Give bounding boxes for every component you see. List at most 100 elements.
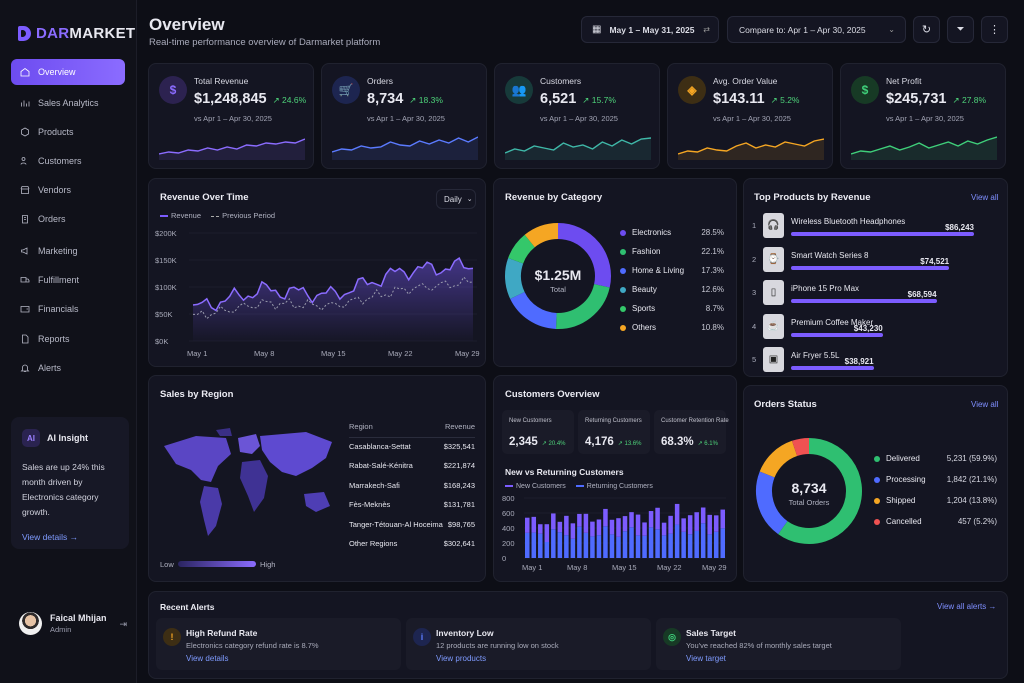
product-bar	[791, 232, 974, 236]
donut-slice-cancelled[interactable]	[791, 438, 810, 457]
refresh-button[interactable]: ↻	[913, 16, 940, 43]
sidebar-item-overview[interactable]: Overview	[11, 59, 125, 85]
map-legend-low: Low	[160, 560, 174, 569]
sidebar-item-alerts[interactable]: Alerts	[11, 355, 125, 381]
kpi-value-row: $1,248,845 ↗ 24.6%	[194, 91, 306, 107]
donut-slice-others[interactable]	[524, 223, 559, 248]
granularity-select[interactable]: Daily ⌄	[436, 189, 476, 209]
category-name: Others	[632, 323, 657, 332]
bar-returning	[648, 527, 654, 558]
brand-part2: MARKET	[69, 25, 136, 42]
users-icon: 👥	[505, 76, 533, 104]
kpi-card-customers[interactable]: 👥 Customers 6,521 ↗ 15.7% vs Apr 1 – Apr 30,…	[494, 63, 660, 169]
legend-dot	[874, 476, 880, 483]
calendar-icon: ▦	[592, 24, 602, 35]
region-name: Other Regions	[349, 539, 398, 548]
top-products-view-all[interactable]: View all	[971, 193, 999, 202]
compare-dropdown[interactable]: Compare to: Apr 1 – Apr 30, 2025 ⌄	[727, 16, 906, 43]
kpi-label: Total Revenue	[194, 76, 249, 86]
kpi-value-row: $245,731 ↗ 27.8%	[886, 91, 986, 107]
alert-title: Sales Target	[686, 628, 736, 638]
donut-slice-home-living[interactable]	[510, 291, 558, 329]
stat-label: Customer Retention Rate	[661, 418, 729, 424]
sidebar-item-orders[interactable]: Orders	[11, 206, 125, 232]
warning-icon: !	[163, 628, 181, 646]
bar-returning	[609, 534, 615, 558]
alert-item[interactable]: i Inventory Low 12 products are running lo…	[406, 618, 651, 670]
kpi-card-total-revenue[interactable]: $ Total Revenue $1,248,845 ↗ 24.6% vs Apr 1 …	[148, 63, 314, 169]
kpi-compare: vs Apr 1 – Apr 30, 2025	[540, 114, 618, 123]
sidebar-item-financials[interactable]: Financials	[11, 296, 125, 322]
product-row[interactable]: 4 ☕ Premium Coffee Maker $43,230	[752, 313, 1000, 341]
donut-slice-sports[interactable]	[508, 234, 536, 264]
logout-icon[interactable]: ⇥	[119, 619, 127, 629]
y-tick-label: 200	[502, 539, 515, 548]
alert-link[interactable]: View target	[686, 654, 726, 663]
product-row[interactable]: 3 ▯ iPhone 15 Pro Max $68,594	[752, 279, 1000, 307]
sidebar-item-vendors[interactable]: Vendors	[11, 177, 125, 203]
product-bar	[791, 265, 950, 270]
orders-status-view-all[interactable]: View all	[971, 400, 999, 409]
donut-slice-beauty[interactable]	[505, 258, 525, 299]
more-button[interactable]: ⋮	[981, 16, 1008, 43]
x-tick-label: May 29	[702, 563, 727, 572]
revenue-by-category-title: Revenue by Category	[505, 192, 603, 203]
user-profile[interactable]: Faical Mhijan Admin ⇥	[19, 612, 127, 635]
filter-button[interactable]: ⏷	[947, 16, 974, 43]
view-all-alerts[interactable]: View all alerts →	[937, 602, 997, 611]
bar-new	[661, 522, 667, 536]
region-name: Tanger-Tétouan-Al Hoceima	[349, 519, 443, 529]
alert-link[interactable]: View products	[436, 654, 487, 663]
chart-icon	[21, 100, 30, 107]
product-revenue: $43,230	[853, 323, 883, 333]
ai-insight-link[interactable]: View details →	[22, 532, 79, 542]
donut-slice-delivered[interactable]	[778, 438, 862, 544]
kpi-sparkline	[851, 136, 997, 160]
previous-period-line	[193, 276, 474, 320]
category-name: Home & Living	[632, 266, 685, 275]
region-table-header: Region Revenue	[349, 422, 475, 438]
donut-slice-fashion[interactable]	[556, 283, 610, 329]
region-revenue: $98,765	[447, 519, 475, 529]
date-range-label: May 1 – May 31, 2025	[609, 24, 695, 35]
recent-alerts-title: Recent Alerts	[160, 602, 215, 612]
date-range-picker[interactable]: ▦ May 1 – May 31, 2025 ⇄	[581, 16, 719, 43]
kpi-card-net-profit[interactable]: $ Net Profit $245,731 ↗ 27.8% vs Apr 1 – Apr…	[840, 63, 1006, 169]
bar-new	[713, 515, 719, 532]
wallet-icon	[20, 306, 30, 313]
sidebar-item-products[interactable]: Products	[11, 119, 125, 145]
status-value: 5,231 (59.9%)	[946, 454, 997, 463]
sidebar-item-reports[interactable]: Reports	[11, 326, 125, 352]
product-row[interactable]: 5 ▣ Air Fryer 5.5L $38,921	[752, 346, 1000, 374]
region-row: Other Regions $302,641	[349, 539, 475, 548]
kpi-card-orders[interactable]: 🛒 Orders 8,734 ↗ 18.3% vs Apr 1 – Apr 30, 20…	[321, 63, 487, 169]
ai-insight-text: Sales are up 24% this month driven by El…	[22, 462, 105, 517]
alert-link[interactable]: View details	[186, 654, 229, 663]
bar-new	[694, 512, 699, 531]
alert-item[interactable]: ! High Refund Rate Electronics category re…	[156, 618, 401, 670]
donut-slice-processing[interactable]	[756, 471, 788, 535]
kpi-sparkline	[678, 138, 824, 160]
x-tick-label: May 29	[455, 349, 480, 358]
product-row[interactable]: 1 🎧 Wireless Bluetooth Headphones $86,243	[752, 212, 1000, 240]
alert-item[interactable]: ◎ Sales Target You've reached 82% of month…	[656, 618, 901, 670]
y-tick-label: $100K	[155, 283, 177, 292]
donut-slice-electronics[interactable]	[557, 223, 611, 288]
category-donut	[505, 223, 611, 329]
sidebar-item-fulfillment[interactable]: Fulfillment	[11, 267, 125, 293]
legend-dot	[874, 455, 880, 462]
donut-slice-shipped[interactable]	[759, 440, 798, 478]
brand-logo[interactable]: DARMARKET	[18, 25, 135, 42]
product-row[interactable]: 2 ⌚ Smart Watch Series 8 $74,521	[752, 246, 1000, 274]
kpi-label: Orders	[367, 76, 393, 86]
bar-returning	[635, 535, 641, 558]
sidebar-item-marketing[interactable]: Marketing	[11, 238, 125, 264]
kpi-card-avg-order-value[interactable]: ◈ Avg. Order Value $143.11 ↗ 5.2% vs Apr 1 –…	[667, 63, 833, 169]
sidebar-item-sales-analytics[interactable]: Sales Analytics	[11, 90, 125, 116]
sidebar-item-customers[interactable]: Customers	[11, 148, 125, 174]
alert-description: You've reached 82% of monthly sales targ…	[686, 641, 832, 650]
tag-icon: ◈	[678, 76, 706, 104]
bar-new	[557, 521, 563, 533]
customer-stat-card: Customer Retention Rate 68.3% ↗ 6.1%	[654, 410, 729, 454]
sidebar-item-label: Orders	[38, 214, 66, 224]
